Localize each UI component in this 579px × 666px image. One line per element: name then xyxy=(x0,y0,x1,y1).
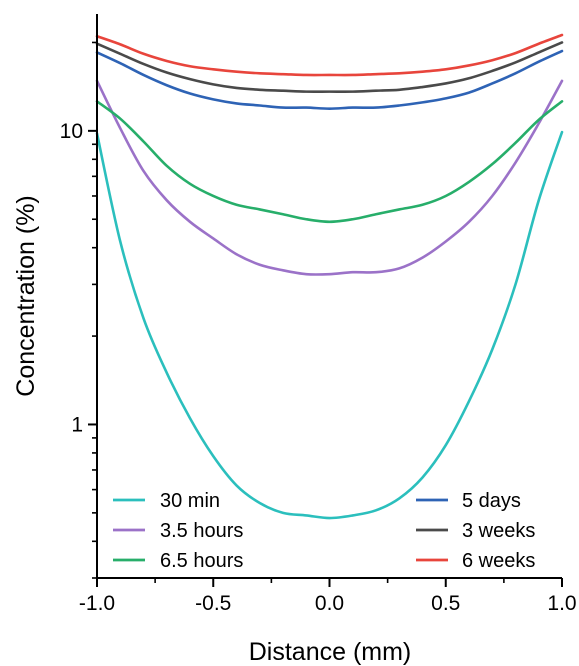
y-tick-label-0: 1 xyxy=(71,413,83,436)
legend-label: 30 min xyxy=(160,490,220,512)
x-tick-label-4: 1.0 xyxy=(547,592,576,615)
legend-item-3: 5 days xyxy=(416,490,521,512)
series-line-1 xyxy=(95,79,564,276)
series-layer xyxy=(95,33,564,520)
x-tick-label-3: 0.5 xyxy=(431,592,460,615)
x-axis-label: Distance (mm) xyxy=(249,638,412,666)
legend-label: 6 weeks xyxy=(462,550,535,572)
y-axis-label: Concentration (%) xyxy=(12,195,40,396)
legend: 30 min 3.5 hours 6.5 hours 5 days 3 weeks 6 w… xyxy=(113,490,535,572)
legend-item-0: 30 min xyxy=(113,490,220,512)
series-line-3 xyxy=(95,49,564,110)
series-line-5 xyxy=(95,33,564,77)
legend-item-2: 6.5 hours xyxy=(113,550,243,572)
legend-item-4: 3 weeks xyxy=(416,520,535,542)
legend-label: 6.5 hours xyxy=(160,550,243,572)
series-line-2 xyxy=(95,100,564,224)
x-tick-label-2: 0.0 xyxy=(315,592,344,615)
series-line-0 xyxy=(95,130,564,520)
y-tick-label-1: 10 xyxy=(60,120,83,143)
series-line-4 xyxy=(95,41,564,94)
legend-label: 3 weeks xyxy=(462,520,535,542)
legend-label: 3.5 hours xyxy=(160,520,243,542)
legend-item-5: 6 weeks xyxy=(416,550,535,572)
x-tick-label-0: -1.0 xyxy=(79,592,115,615)
x-tick-label-1: -0.5 xyxy=(195,592,231,615)
axes-layer: -1.0 -0.5 0.0 0.5 1.0 1 10 xyxy=(60,14,577,615)
legend-item-1: 3.5 hours xyxy=(113,520,243,542)
legend-label: 5 days xyxy=(462,490,521,512)
